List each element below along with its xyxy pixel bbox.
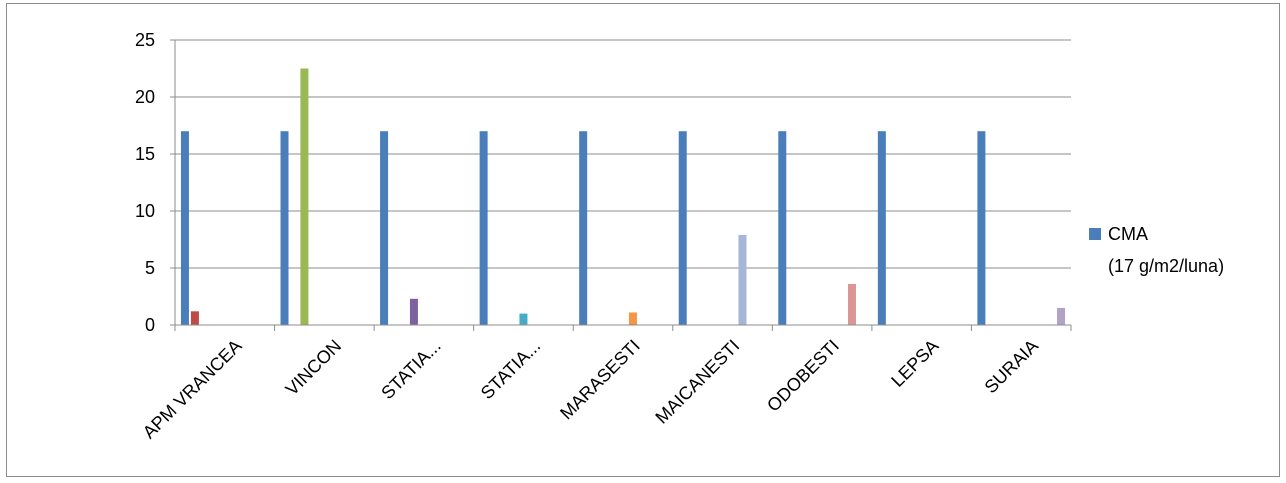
legend: CMA (17 g/m2/luna) <box>1089 224 1224 276</box>
bar <box>479 131 488 325</box>
bar <box>778 131 787 325</box>
gridlines <box>175 39 1071 269</box>
bar <box>628 312 637 325</box>
y-tick-label: 10 <box>135 201 155 221</box>
bar <box>190 311 199 325</box>
bar <box>409 298 418 325</box>
bar <box>519 313 528 325</box>
x-axis <box>174 324 1072 331</box>
bar <box>300 68 309 325</box>
y-axis-ticks: 0 5 10 15 20 25 <box>135 30 176 335</box>
x-tick-label: ODOBESTI <box>763 336 843 416</box>
x-tick-label: VINCON <box>282 336 346 400</box>
legend-swatch <box>1089 228 1101 240</box>
bars <box>180 68 1066 325</box>
bar <box>380 131 389 325</box>
x-tick-label: LEPSA <box>887 336 942 391</box>
x-tick-label: STATIA... <box>477 336 544 403</box>
bar <box>847 283 856 325</box>
y-tick-label: 20 <box>135 87 155 107</box>
bar <box>877 131 886 325</box>
x-tick-label: STATIA... <box>377 336 444 403</box>
y-tick-label: 15 <box>135 144 155 164</box>
legend-label-line1: CMA <box>1108 224 1148 244</box>
y-tick-label: 5 <box>145 258 155 278</box>
bar <box>678 131 687 325</box>
bar <box>738 234 747 325</box>
x-tick-label: MAICANESTI <box>651 336 743 428</box>
x-tick-label: APM VRANCEA <box>139 336 246 443</box>
y-tick-label: 25 <box>135 30 155 50</box>
x-tick-label: MARASESTI <box>556 336 644 424</box>
x-axis-ticks: APM VRANCEA VINCON STATIA... STATIA... MARAS… <box>139 336 1042 443</box>
chart-frame <box>6 3 1280 477</box>
bar <box>280 131 289 325</box>
bar <box>1057 307 1066 325</box>
bar <box>180 131 189 325</box>
legend-label-line2: (17 g/m2/luna) <box>1108 256 1224 276</box>
y-tick-label: 0 <box>145 315 155 335</box>
bar <box>579 131 588 325</box>
x-tick-label: SURAIA <box>981 336 1043 398</box>
bar <box>977 131 986 325</box>
